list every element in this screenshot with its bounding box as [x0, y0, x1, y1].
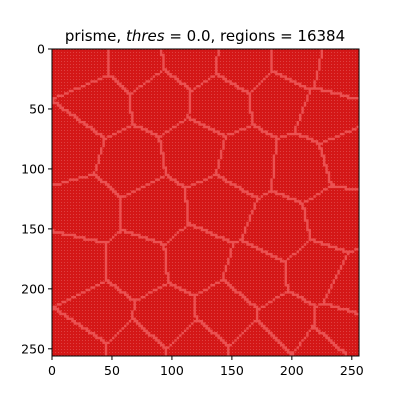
pixel-texture [52, 49, 359, 356]
x-tick-label: 50 [104, 363, 120, 378]
chart-title: prisme, thres = 0.0, regions = 16384 [65, 27, 345, 45]
x-tick-label: 0 [48, 363, 56, 378]
x-tick-label: 150 [220, 363, 244, 378]
x-tick-label: 200 [280, 363, 304, 378]
title-part: prisme, [65, 27, 126, 45]
x-tick-label: 100 [160, 363, 184, 378]
y-tick-label: 0 [37, 42, 45, 57]
heatmap-image [52, 49, 359, 356]
title-part: = 0.0, regions = 16384 [165, 27, 346, 45]
y-tick-label: 50 [29, 101, 45, 116]
plot-area [51, 48, 360, 357]
y-tick-label: 150 [21, 221, 45, 236]
y-tick-label: 200 [21, 281, 45, 296]
y-tick-label: 250 [21, 341, 45, 356]
y-axis-ticks: 0 50 100 150 200 250 [21, 42, 52, 356]
x-axis-ticks: 0 50 100 150 200 250 [48, 356, 364, 378]
x-tick-label: 250 [340, 363, 364, 378]
y-tick-label: 100 [21, 161, 45, 176]
axes-frame [51, 48, 360, 357]
title-part: thres [126, 27, 165, 45]
